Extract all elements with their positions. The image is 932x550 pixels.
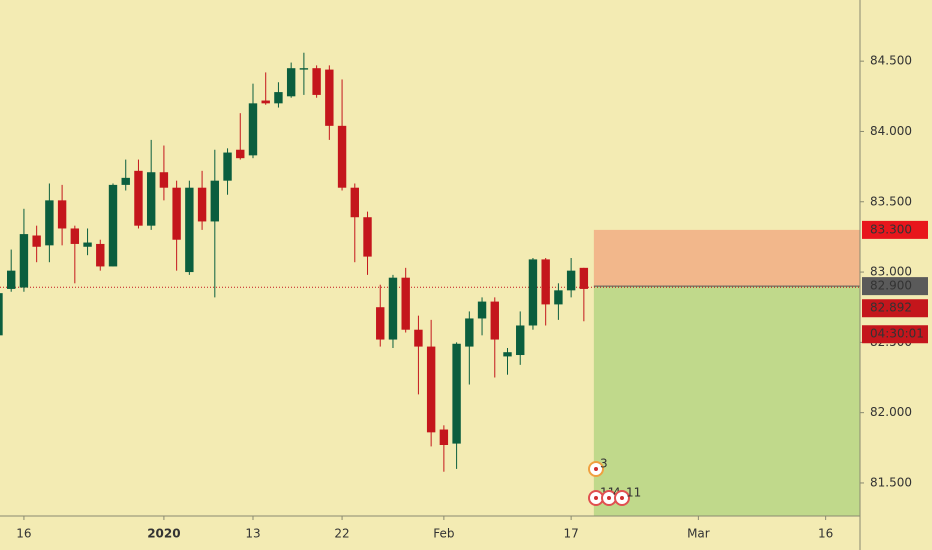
- candle-body: [32, 235, 41, 247]
- y-tick-label: 84.500: [870, 54, 912, 68]
- candle-body: [83, 242, 92, 247]
- candle-body: [541, 259, 550, 305]
- candle-body: [566, 270, 576, 291]
- y-tick-label: 81.500: [870, 475, 912, 489]
- candle-body: [45, 200, 54, 246]
- candle-body: [146, 172, 156, 226]
- last-price-tag: 82.892: [870, 301, 912, 315]
- candle-body: [286, 68, 296, 97]
- candle-body: [108, 184, 118, 267]
- event-count: 11: [626, 486, 641, 500]
- candle-body: [414, 329, 423, 347]
- candle-body: [274, 92, 283, 104]
- candle-body: [516, 325, 525, 356]
- candle-body: [312, 68, 321, 95]
- candle-body: [554, 290, 563, 305]
- candle-body: [70, 228, 80, 244]
- x-tick-label: 2020: [147, 527, 180, 541]
- candle-body: [325, 69, 334, 126]
- candle-body: [477, 301, 487, 319]
- countdown-tag-bg: [862, 325, 928, 344]
- x-tick-label: 22: [334, 527, 349, 541]
- candle-body: [439, 429, 449, 445]
- candle-body: [528, 259, 538, 326]
- plot: 311411: [0, 52, 860, 516]
- candle-body: [452, 343, 461, 444]
- candle-body: [579, 267, 589, 289]
- x-tick-label: 17: [563, 527, 578, 541]
- candle-body: [57, 200, 67, 229]
- candle-body: [299, 68, 309, 70]
- candle-body: [0, 293, 3, 336]
- stop-zone: [593, 229, 860, 287]
- x-tick-label: Feb: [433, 527, 454, 541]
- candle-body: [19, 234, 29, 288]
- entry-price-tag: 82.900: [870, 279, 912, 293]
- stop-price-tag-bg: [862, 220, 928, 239]
- candle-body: [185, 187, 194, 273]
- event-dot: [607, 496, 611, 500]
- y-tick-label: 84.000: [870, 124, 912, 138]
- event-count: 3: [600, 457, 608, 471]
- candle-body: [388, 277, 398, 340]
- x-tick-label: Mar: [687, 527, 710, 541]
- candle-body: [337, 125, 347, 188]
- candle-body: [172, 187, 181, 240]
- event-dot: [594, 467, 598, 471]
- entry-price-tag-bg: [862, 277, 928, 296]
- candle-body: [376, 307, 385, 340]
- candle-body: [363, 217, 372, 257]
- event-dot: [594, 496, 598, 500]
- candle-body: [236, 149, 245, 159]
- stop-price-tag: 83.300: [870, 222, 912, 236]
- candle-body: [197, 187, 207, 222]
- candle-body: [134, 170, 143, 226]
- candle-body: [490, 301, 499, 340]
- candle-body: [261, 100, 270, 104]
- candle-body: [210, 180, 220, 222]
- candle-body: [350, 187, 359, 218]
- candle-body: [6, 270, 16, 289]
- x-tick-label: 16: [16, 527, 31, 541]
- candle-body: [426, 346, 436, 433]
- candle-body: [465, 318, 474, 347]
- candle-body: [248, 103, 258, 156]
- y-tick-label: 83.000: [870, 265, 912, 279]
- y-tick-label: 83.500: [870, 194, 912, 208]
- event-dot: [620, 496, 624, 500]
- candle-body: [223, 152, 232, 181]
- target-zone: [593, 286, 860, 516]
- candle-body: [401, 277, 410, 330]
- y-tick-label: 82.000: [870, 405, 912, 419]
- countdown-tag: 04:30:01: [870, 327, 924, 341]
- x-tick-label: 13: [245, 527, 260, 541]
- candle-body: [96, 243, 105, 267]
- candle-body: [159, 172, 169, 188]
- candle-body: [121, 177, 130, 185]
- last-price-tag-bg: [862, 299, 928, 318]
- x-tick-label: 16: [818, 527, 833, 541]
- candle-body: [503, 352, 512, 357]
